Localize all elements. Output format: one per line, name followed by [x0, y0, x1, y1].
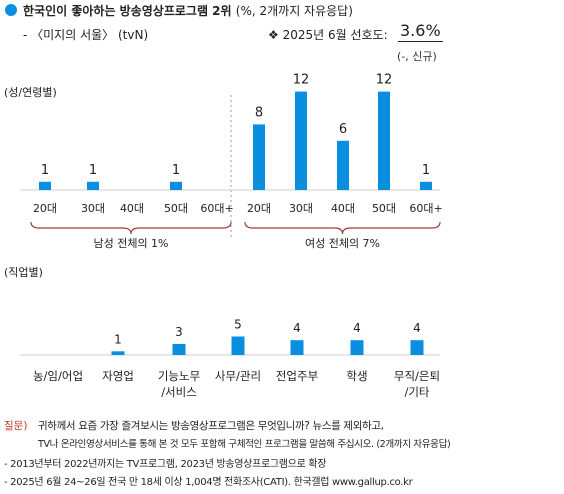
bar-8 [378, 91, 390, 190]
tick-label-2: 40대 [120, 202, 144, 215]
bar-7 [337, 140, 349, 190]
section-label-occupation: (직업별) [4, 266, 43, 279]
group-brace-0 [30, 221, 232, 235]
occ-bar-3 [231, 336, 245, 355]
title-text: 한국인이 좋아하는 방송영상프로그램 2위 [23, 4, 232, 18]
title-bullet-icon [5, 4, 17, 16]
occ-tick-label-2: 기능노무 [158, 369, 200, 383]
data-label-7: 6 [339, 122, 347, 137]
occ-data-label-4: 4 [293, 321, 301, 335]
data-label-8: 12 [376, 73, 393, 88]
occ-bar-6 [410, 340, 424, 355]
preference-value: 3.6% [398, 21, 443, 42]
chart-title: 한국인이 좋아하는 방송영상프로그램 2위 (%, 2개까지 자유응답) [23, 2, 353, 19]
data-label-6: 12 [293, 73, 310, 88]
data-label-9: 1 [422, 163, 430, 178]
tick-label-6: 30대 [289, 202, 313, 215]
data-label-1: 1 [89, 163, 97, 178]
occ-tick-label-3: 사무/관리 [215, 369, 261, 383]
bar-0 [39, 181, 51, 190]
program-name: - 〈미지의 서울〉 (tvN) [23, 28, 149, 42]
occ-data-label-1: 1 [114, 332, 122, 346]
occ-tick-label-4: 전업주부 [276, 369, 318, 383]
tick-label-9: 60대+ [409, 202, 442, 215]
group-label-1: 여성 전체의 7% [305, 237, 380, 250]
tick-label-5: 20대 [247, 202, 271, 215]
occ-tick-label-6: 무직/은퇴 [394, 369, 440, 383]
preference-label: ❖ 2025년 6월 선호도: [268, 28, 388, 42]
bar-5 [253, 124, 265, 190]
preference-sub: (-, 신규) [397, 50, 437, 63]
occ-tick-label-1: 자영업 [102, 369, 134, 383]
occ-tick-label-0: 농/임/어업 [33, 369, 83, 383]
title-note: (%, 2개까지 자유응답) [235, 4, 353, 18]
occ-bar-1 [111, 351, 125, 355]
group-label-0: 남성 전체의 1% [93, 237, 168, 250]
occ-tick-label-5: 학생 [346, 369, 367, 383]
question-line-1: 귀하께서 요즘 가장 즐겨보시는 방송영상프로그램은 무엇입니까? 뉴스를 제외… [38, 420, 384, 432]
occ-tick-label-6-1: /기타 [404, 385, 429, 399]
footnote-2: - 2025년 6월 24~26일 전국 만 18세 이상 1,004명 전화조… [4, 477, 413, 488]
occ-data-label-6: 4 [413, 321, 421, 335]
group-brace-1 [244, 221, 441, 235]
occ-data-label-5: 4 [353, 321, 361, 335]
bar-3 [170, 181, 182, 190]
bar-6 [295, 91, 307, 190]
occ-data-label-2: 3 [175, 325, 183, 339]
tick-label-8: 50대 [372, 202, 396, 215]
section-label-gender-age: (성/연령별) [4, 86, 57, 99]
question-line-2: TV나 온라인영상서비스를 통해 본 것 모두 포함해 구체적인 프로그램을 말… [38, 439, 451, 450]
question-label: 질문) [4, 420, 28, 432]
tick-label-1: 30대 [81, 202, 105, 215]
occ-bar-5 [350, 340, 364, 355]
tick-label-0: 20대 [33, 202, 57, 215]
data-label-3: 1 [172, 163, 180, 178]
footnote-1: - 2013년부터 2022년까지는 TV프로그램, 2023년 방송영상프로그… [4, 459, 327, 470]
tick-label-4: 60대+ [200, 202, 233, 215]
tick-label-7: 40대 [331, 202, 355, 215]
occ-bar-2 [172, 343, 186, 355]
bar-1 [87, 181, 99, 190]
data-label-0: 1 [41, 163, 49, 178]
occ-tick-label-2-1: /서비스 [161, 385, 197, 399]
tick-label-3: 50대 [164, 202, 188, 215]
data-label-5: 8 [255, 105, 263, 120]
occ-bar-4 [290, 340, 304, 355]
bar-9 [420, 181, 432, 190]
occ-data-label-3: 5 [234, 318, 242, 332]
